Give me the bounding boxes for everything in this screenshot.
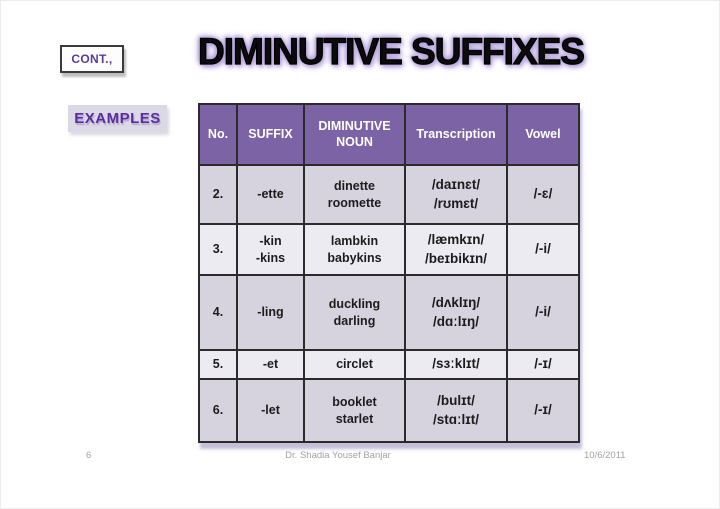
- cell-transcription: /sɜːklɪt/: [404, 349, 508, 380]
- table-row: 4. -ling duckling darling /dʌklɪŋ/ /dɑːl…: [198, 274, 580, 351]
- diminutive-suffix-table: No. SUFFIX DIMINUTIVE NOUN Transcription…: [198, 103, 580, 443]
- cell-no: 3.: [198, 223, 238, 276]
- cell-suffix: -let: [236, 378, 305, 443]
- col-header-transcription: Transcription: [404, 103, 508, 166]
- cell-noun: booklet starlet: [303, 378, 406, 443]
- cell-no: 5.: [198, 349, 238, 380]
- cell-vowel: /-ɛ/: [506, 164, 580, 225]
- cell-no: 2.: [198, 164, 238, 225]
- col-header-vowel: Vowel: [506, 103, 580, 166]
- table-row: 2. -ette dinette roomette /daɪnɛt/ /rʊmɛ…: [198, 164, 580, 225]
- cont-badge-label: CONT.,: [71, 52, 113, 66]
- cell-no: 4.: [198, 274, 238, 351]
- footer-date: 10/6/2011: [584, 450, 626, 461]
- cell-noun: duckling darling: [303, 274, 406, 351]
- footer-author: Dr. Shadia Yousef Banjar: [285, 450, 391, 461]
- cell-suffix: -ling: [236, 274, 305, 351]
- page-number: 6: [86, 450, 92, 461]
- cell-suffix: -kin -kins: [236, 223, 305, 276]
- cell-vowel: /-ɪ/: [506, 378, 580, 443]
- col-header-diminutive-noun: DIMINUTIVE NOUN: [303, 103, 406, 166]
- cell-transcription: /bulɪt/ /stɑːlɪt/: [404, 378, 508, 443]
- cell-vowel: /-i/: [506, 274, 580, 351]
- cell-noun: dinette roomette: [303, 164, 406, 225]
- table-header-row: No. SUFFIX DIMINUTIVE NOUN Transcription…: [198, 103, 580, 166]
- table-row: 3. -kin -kins lambkin babykins /læmkɪn/ …: [198, 223, 580, 276]
- cell-suffix: -ette: [236, 164, 305, 225]
- col-header-suffix: SUFFIX: [236, 103, 305, 166]
- cell-suffix: -et: [236, 349, 305, 380]
- cell-noun: lambkin babykins: [303, 223, 406, 276]
- examples-label: EXAMPLES: [68, 105, 167, 132]
- table-row: 6. -let booklet starlet /bulɪt/ /stɑːlɪt…: [198, 378, 580, 443]
- cell-vowel: /-ɪ/: [506, 349, 580, 380]
- cell-transcription: /daɪnɛt/ /rʊmɛt/: [404, 164, 508, 225]
- cell-vowel: /-i/: [506, 223, 580, 276]
- table-row: 5. -et circlet /sɜːklɪt/ /-ɪ/: [198, 349, 580, 380]
- cell-transcription: /læmkɪn/ /beɪbikɪn/: [404, 223, 508, 276]
- col-header-no: No.: [198, 103, 238, 166]
- cell-no: 6.: [198, 378, 238, 443]
- page-title: DIMINUTIVE SUFFIXES: [197, 30, 585, 72]
- cont-badge: CONT.,: [60, 45, 124, 73]
- cell-transcription: /dʌklɪŋ/ /dɑːlɪŋ/: [404, 274, 508, 351]
- cell-noun: circlet: [303, 349, 406, 380]
